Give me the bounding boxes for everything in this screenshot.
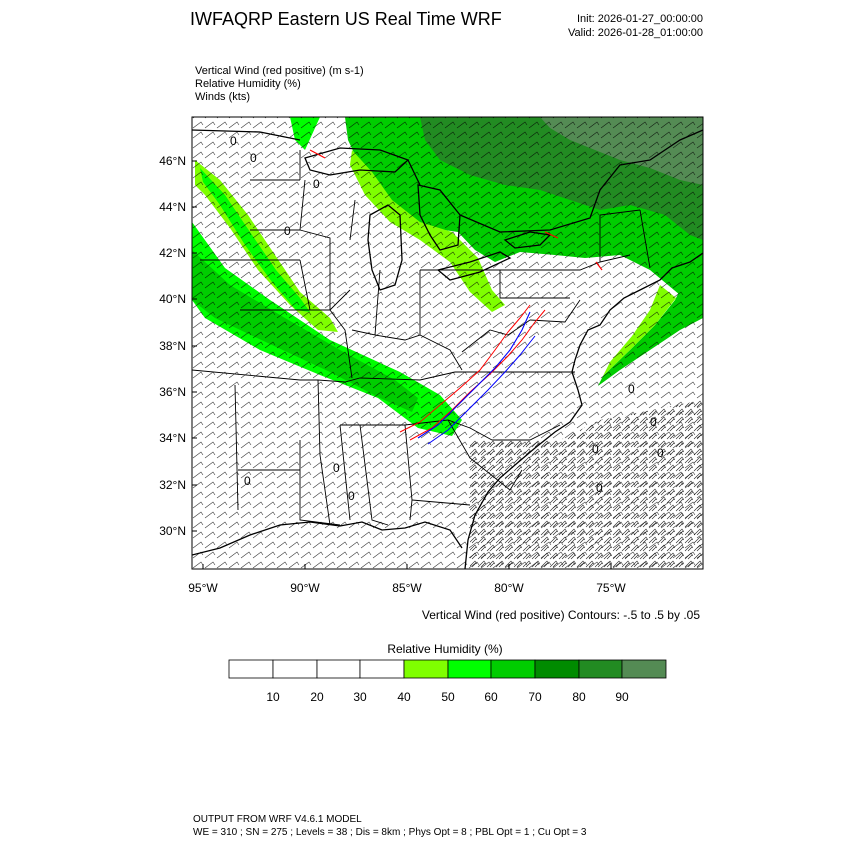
coastlines — [192, 129, 703, 569]
lon-label: 75°W — [596, 581, 626, 595]
contour-zero-label: 0 — [348, 489, 355, 503]
colorbar-box-7 — [490, 659, 536, 679]
lat-label: 40°N — [159, 292, 186, 306]
colorbar-box-8 — [534, 659, 580, 679]
latitude-axis: 46°N 44°N 42°N 40°N 38°N 36°N 34°N 32°N … — [159, 154, 197, 538]
contour-zero-label: 0 — [284, 224, 291, 238]
contour-zero-label: 0 — [596, 481, 603, 495]
colorbar-box-1 — [228, 659, 274, 679]
contour-zero-label: 0 — [592, 442, 599, 456]
gulf-coast — [192, 521, 463, 556]
colorbar-box-2 — [272, 659, 318, 679]
canada-border — [192, 129, 703, 233]
colorbar-tick-label: 80 — [572, 690, 586, 704]
contour-zero-label: 0 — [244, 474, 251, 488]
lon-label: 80°W — [494, 581, 524, 595]
colorbar-box-4 — [359, 659, 405, 679]
contour-zero-label: 0 — [628, 382, 635, 396]
vertical-wind-contours — [309, 149, 603, 445]
colorbar-title: Relative Humidity (%) — [387, 642, 503, 656]
state-borders — [192, 150, 651, 526]
lat-label: 34°N — [159, 431, 186, 445]
lon-label: 85°W — [392, 581, 422, 595]
colorbar-box-5 — [403, 659, 449, 679]
lat-label: 44°N — [159, 200, 186, 214]
lat-label: 38°N — [159, 339, 186, 353]
colorbar-box-6 — [447, 659, 492, 679]
field-label-relative-humidity: Relative Humidity (%) — [195, 78, 301, 90]
vertical-wind-positive-ne — [309, 149, 603, 271]
lat-label: 36°N — [159, 385, 186, 399]
colorbar-tick-label: 10 — [266, 690, 280, 704]
lake-ontario — [503, 231, 552, 249]
colorbar-tick-label: 60 — [484, 690, 498, 704]
contour-note: Vertical Wind (red positive) Contours: -… — [421, 608, 700, 622]
contour-zero-label: 0 — [657, 446, 664, 460]
longitude-axis: 95°W 90°W 85°W 80°W 75°W — [188, 564, 626, 595]
lat-label: 32°N — [159, 478, 186, 492]
colorbar: 10 20 30 40 50 60 70 80 90 — [228, 659, 667, 704]
wind-barbs-southeast-ocean — [470, 400, 703, 569]
colorbar-tick-label: 70 — [528, 690, 542, 704]
contour-zero-label: 0 — [230, 134, 237, 148]
lon-label: 90°W — [290, 581, 320, 595]
colorbar-box-9 — [578, 659, 623, 679]
lake-superior — [304, 147, 410, 176]
vertical-wind-positive — [399, 304, 531, 433]
contour-zero-label: 0 — [650, 415, 657, 429]
atlantic-coast — [464, 252, 703, 569]
contour-zero-label: 0 — [313, 177, 320, 191]
lake-huron — [417, 184, 461, 251]
init-time: Init: 2026-01-27_00:00:00 — [577, 13, 703, 25]
valid-time: Valid: 2026-01-28_01:00:00 — [568, 27, 703, 39]
lat-label: 42°N — [159, 246, 186, 260]
wind-barbs — [192, 117, 703, 569]
field-label-vertical-wind: Vertical Wind (red positive) (m s-1) — [195, 65, 364, 77]
lon-label: 95°W — [188, 581, 218, 595]
contour-zero-label: 0 — [250, 151, 257, 165]
colorbar-tick-label: 20 — [310, 690, 324, 704]
map-frame — [191, 116, 704, 570]
colorbar-tick-label: 50 — [441, 690, 455, 704]
colorbar-box-3 — [316, 659, 361, 679]
lake-michigan — [367, 204, 403, 291]
field-label-winds: Winds (kts) — [195, 91, 250, 103]
map-content: 0 0 0 0 0 0 0 0 0 0 0 0 — [192, 117, 703, 569]
colorbar-tick-label: 90 — [615, 690, 629, 704]
lat-label: 46°N — [159, 154, 186, 168]
plot-title: IWFAQRP Eastern US Real Time WRF — [190, 9, 502, 29]
vertical-wind-negative — [417, 311, 531, 439]
colorbar-tick-label: 30 — [353, 690, 367, 704]
lat-label: 30°N — [159, 524, 186, 538]
vertical-wind-negative-2 — [427, 335, 536, 445]
footer-model: OUTPUT FROM WRF V4.6.1 MODEL — [193, 814, 362, 825]
colorbar-tick-label: 40 — [397, 690, 411, 704]
vertical-wind-positive-2 — [409, 309, 546, 441]
contour-zero-label: 0 — [333, 461, 340, 475]
contour-zero-labels: 0 0 0 0 0 0 0 0 0 0 0 0 — [230, 134, 664, 503]
colorbar-box-10 — [621, 659, 667, 679]
footer-config: WE = 310 ; SN = 275 ; Levels = 38 ; Dis … — [193, 827, 587, 838]
lake-erie — [436, 251, 512, 281]
